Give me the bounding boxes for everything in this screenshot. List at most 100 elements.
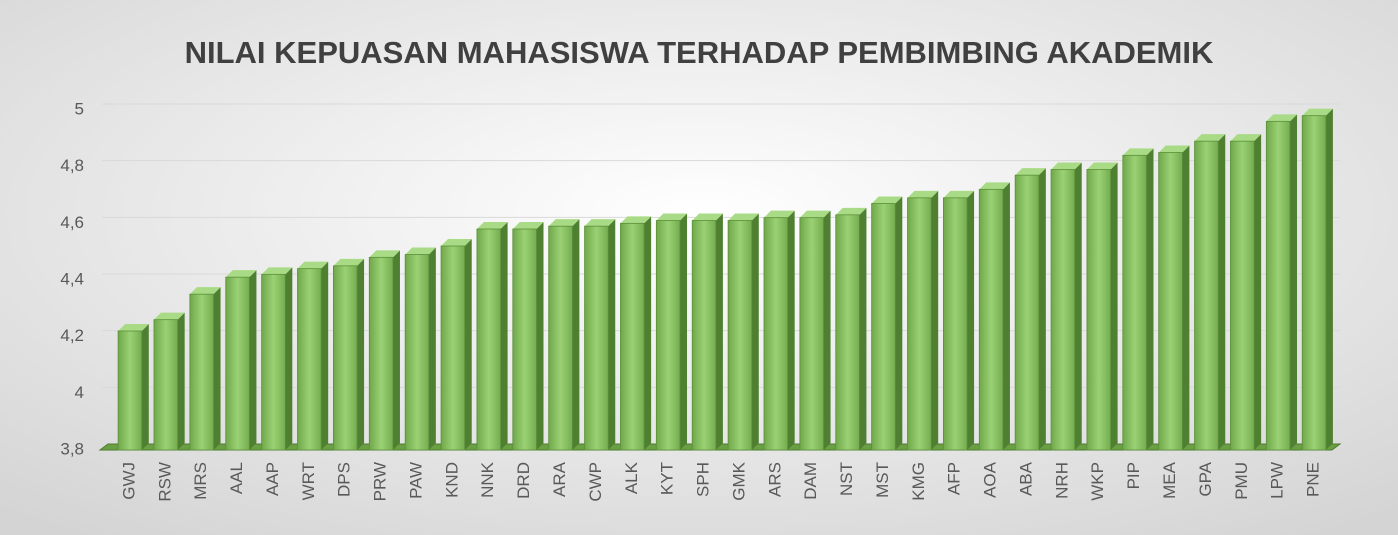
bar-side: [1038, 168, 1046, 450]
bar-top: [1194, 134, 1226, 142]
bar: [835, 214, 860, 451]
bar-side: [1218, 134, 1226, 450]
bar-top: [441, 239, 472, 246]
bar: [440, 245, 466, 451]
bar: [368, 256, 394, 451]
bar-top: [620, 216, 652, 224]
bar: [512, 228, 537, 451]
y-tick-label: 4,6: [60, 213, 84, 232]
bar-top: [979, 182, 1010, 190]
bar-top: [333, 258, 365, 266]
bar-top: [369, 250, 400, 258]
bar-top: [728, 213, 759, 221]
x-tick-label: PNE: [1304, 462, 1323, 497]
x-tick-label: CWP: [586, 462, 605, 502]
chart-title: NILAI KEPUASAN MAHASISWA TERHADAP PEMBIM…: [185, 35, 1214, 70]
bar: [942, 197, 968, 451]
bar-side: [572, 219, 580, 450]
bar-top: [1086, 162, 1118, 170]
bar-side: [1110, 162, 1118, 450]
bar: [1086, 169, 1112, 451]
bar-top: [656, 213, 688, 221]
bar-top: [943, 190, 975, 198]
bar: [332, 265, 358, 451]
bar-top: [835, 207, 867, 215]
y-tick-label: 4,4: [60, 269, 84, 288]
x-tick-label: NST: [837, 462, 856, 496]
bar-top: [261, 267, 293, 275]
bar-top: [871, 196, 903, 204]
bar-top: [1051, 162, 1082, 170]
bar-side: [931, 190, 939, 451]
bar: [1194, 140, 1219, 451]
bar: [763, 217, 789, 451]
x-tick-label: KND: [442, 462, 461, 498]
bar-top: [225, 270, 257, 278]
x-tick-label: MST: [873, 462, 892, 498]
bar-top: [1122, 148, 1154, 156]
x-tick-label: PRW: [371, 462, 390, 501]
bar-top: [584, 219, 616, 227]
x-tick-label: ARA: [550, 461, 569, 497]
y-tick-label: 4,8: [60, 156, 84, 175]
x-tick-label: PIP: [1124, 462, 1143, 489]
x-tick-label: RSW: [155, 462, 174, 502]
bar: [548, 225, 573, 451]
bar-top: [476, 222, 508, 229]
bar-side: [1146, 148, 1154, 451]
x-tick-label: PAW: [406, 462, 425, 499]
bar-side: [464, 239, 472, 450]
bar-top: [512, 222, 544, 229]
x-tick-label: NNK: [478, 461, 497, 498]
bar-side: [536, 222, 544, 450]
x-tick-label: DAM: [801, 462, 820, 500]
x-tick-label: ARS: [765, 462, 784, 497]
bar-side: [1325, 108, 1333, 451]
bar-side: [141, 324, 149, 450]
bar: [153, 319, 179, 451]
bar-side: [715, 213, 723, 450]
bar-side: [859, 207, 867, 450]
bar-side: [321, 261, 329, 450]
bar-side: [1074, 162, 1082, 450]
bar-side: [285, 267, 293, 450]
y-tick-label: 3,8: [60, 439, 84, 458]
bar-side: [392, 250, 400, 450]
x-tick-label: GWJ: [119, 462, 138, 500]
bar-side: [1002, 182, 1010, 451]
bar-top: [692, 213, 723, 221]
x-tick-label: AAL: [227, 462, 246, 494]
bar-top: [405, 247, 436, 255]
bar-side: [1290, 114, 1298, 450]
x-tick-label: KMG: [909, 462, 928, 501]
bar-top: [189, 287, 221, 295]
bar-top: [297, 261, 329, 269]
bar-top: [1015, 168, 1046, 176]
bar: [404, 254, 430, 451]
x-tick-label: ABA: [1016, 461, 1035, 496]
bar-top: [799, 210, 831, 218]
bar-side: [967, 190, 975, 451]
bar: [978, 188, 1004, 451]
y-tick-label: 5: [75, 99, 84, 118]
x-tick-label: ALK: [622, 461, 641, 494]
x-tick-label: MRS: [191, 462, 210, 500]
x-tick-label: WKP: [1088, 462, 1107, 501]
bar-top: [548, 219, 580, 227]
bar-top: [763, 210, 795, 218]
x-tick-label: WRT: [299, 462, 318, 500]
bar-side: [680, 213, 688, 450]
x-tick-label: GMK: [729, 461, 748, 500]
bar-side: [1254, 134, 1262, 450]
bar: [1158, 152, 1183, 451]
bar: [620, 222, 645, 451]
bar: [189, 293, 214, 451]
bar: [297, 268, 322, 451]
x-tick-label: GPA: [1196, 461, 1215, 496]
bar: [1301, 115, 1327, 451]
x-tick-label: AFP: [945, 462, 964, 495]
x-tick-label: AAP: [263, 462, 282, 496]
bar: [117, 330, 143, 451]
x-tick-label: DPS: [335, 462, 354, 497]
